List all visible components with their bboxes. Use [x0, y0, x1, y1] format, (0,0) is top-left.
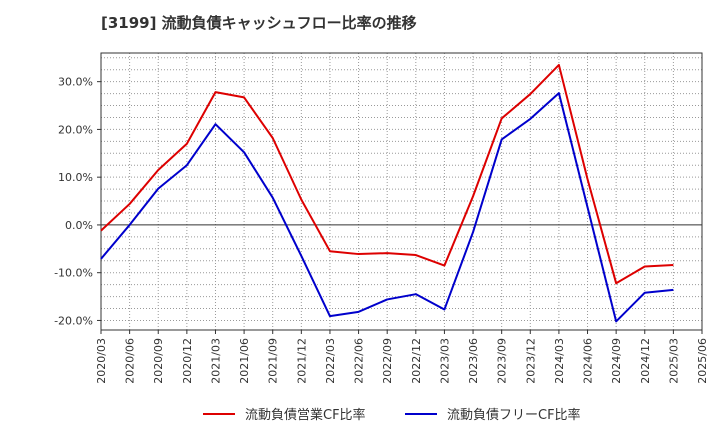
x-tick-label: 2021/06 — [238, 338, 251, 384]
legend-label: 流動負債フリーCF比率 — [447, 407, 581, 423]
x-tick-label: 2020/09 — [152, 338, 165, 384]
x-tick-label: 2024/09 — [610, 338, 623, 384]
x-tick-label: 2020/06 — [124, 338, 137, 384]
x-tick-label: 2023/06 — [467, 338, 480, 384]
x-tick-label: 2021/12 — [295, 338, 308, 384]
x-tick-label: 2023/09 — [496, 338, 509, 384]
legend-label: 流動負債営業CF比率 — [245, 407, 366, 423]
legend: 流動負債営業CF比率 流動負債フリーCF比率 — [203, 407, 581, 423]
x-tick-label: 2025/06 — [696, 338, 709, 384]
y-tick-label: 30.0% — [58, 76, 93, 89]
series-layer — [100, 63, 674, 323]
x-tick-label: 2024/12 — [639, 338, 652, 384]
y-tick-label: -10.0% — [54, 267, 93, 280]
x-tick-label: 2021/09 — [267, 338, 280, 384]
x-tick-label: 2023/12 — [524, 338, 537, 384]
plot-frame — [100, 52, 703, 331]
y-tick-label: 10.0% — [58, 171, 93, 184]
y-tick-label: 0.0% — [65, 219, 93, 232]
y-tick-label: -20.0% — [54, 314, 93, 327]
x-tick-label: 2024/06 — [582, 338, 595, 384]
x-tick-label: 2024/03 — [553, 338, 566, 384]
y-tick-label: 20.0% — [58, 123, 93, 136]
y-axis-ticks: 30.0% 20.0% 10.0% 0.0% -10.0% -20.0% — [54, 76, 101, 327]
x-axis-ticks: 2020/03 2020/06 2020/09 2020/12 2021/03 2021/… — [95, 330, 709, 384]
grid-layer — [100, 53, 703, 330]
x-tick-label: 2020/12 — [181, 338, 194, 384]
x-tick-label: 2022/03 — [324, 338, 337, 384]
series-line — [100, 92, 674, 323]
x-tick-label: 2022/09 — [381, 338, 394, 384]
x-tick-label: 2022/06 — [353, 338, 366, 384]
x-tick-label: 2021/03 — [209, 338, 222, 384]
x-tick-label: 2023/03 — [438, 338, 451, 384]
x-tick-label: 2020/03 — [95, 338, 108, 384]
series-line — [100, 63, 674, 285]
x-tick-label: 2025/03 — [667, 338, 680, 384]
x-tick-label: 2022/12 — [410, 338, 423, 384]
chart-title: [3199] 流動負債キャッシュフロー比率の推移 — [101, 14, 417, 32]
